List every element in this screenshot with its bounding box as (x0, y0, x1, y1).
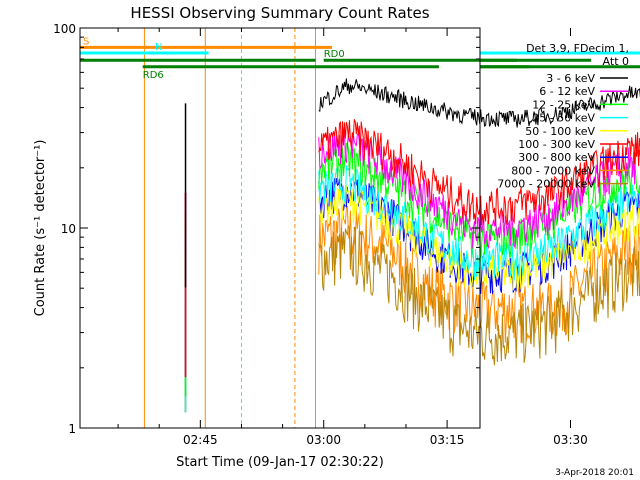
timestamp: 3-Apr-2018 20:01 (555, 468, 634, 478)
x-tick: 03:00 (306, 28, 341, 447)
x-tick: 03:30 (553, 28, 588, 447)
series-trace (318, 126, 640, 250)
legend-header-line2: Att 0 (603, 55, 629, 68)
legend-label: 300 - 800 keV (518, 151, 595, 164)
series-trace (318, 119, 640, 227)
plot-area: S N RD0 RD6 (79, 28, 640, 428)
flag-bar: N (80, 42, 209, 55)
legend-item: 50 - 100 keV (525, 125, 628, 138)
y-tick-label: 10 (61, 222, 76, 236)
legend-item: 12 - 25 keV (532, 98, 628, 111)
legend-label: 100 - 300 keV (518, 138, 595, 151)
legend-label: 6 - 12 keV (539, 85, 595, 98)
flag-label: RD0 (324, 49, 345, 60)
legend-label: 12 - 25 keV (532, 98, 595, 111)
chart-title: HESSI Observing Summary Count Rates (130, 4, 429, 22)
x-axis-label: Start Time (09-Jan-17 02:30:22) (176, 455, 384, 470)
legend-item: 300 - 800 keV (518, 151, 628, 164)
legend-label: 50 - 100 keV (525, 125, 595, 138)
y-tick: 10 (61, 222, 480, 236)
flag-label: S (83, 36, 89, 47)
y-tick-label: 1 (68, 422, 76, 436)
flag-label: RD6 (143, 70, 164, 81)
legend-item: 25 - 50 keV (532, 112, 628, 125)
series-trace (318, 142, 640, 259)
legend-item: 100 - 300 keV (518, 138, 628, 151)
y-tick: 1 (68, 422, 480, 436)
legend-item: 3 - 6 keV (546, 72, 628, 85)
x-tick-label: 03:00 (306, 433, 341, 447)
legend-label: 3 - 6 keV (546, 72, 595, 85)
y-tick: 100 (53, 22, 480, 36)
series-trace (318, 78, 640, 128)
legend-label: 800 - 7000 keV (511, 164, 595, 177)
legend-item: 6 - 12 keV (539, 85, 628, 98)
x-tick: 03:15 (430, 28, 465, 447)
y-tick-label: 100 (53, 22, 76, 36)
series-trace (318, 225, 640, 366)
legend-item: 800 - 7000 keV (511, 164, 628, 177)
flag-bar: RD6 (142, 65, 439, 81)
x-tick: 02:45 (183, 28, 218, 447)
legend-label: 25 - 50 keV (532, 112, 595, 125)
flag-bar: S (80, 36, 332, 49)
legend-header-line1: Det 3,9, FDecim 1, (526, 42, 629, 55)
legend-label: 7000 - 20000 keV (497, 178, 595, 191)
flag-label: N (155, 42, 162, 53)
series-trace (318, 165, 640, 281)
x-tick-label: 02:45 (183, 433, 218, 447)
x-tick-label: 03:30 (553, 433, 588, 447)
x-tick-label: 03:15 (430, 433, 465, 447)
flag-bar: RD0 (323, 49, 480, 62)
y-axis-label: Count Rate (s⁻¹ detector⁻¹) (33, 140, 48, 317)
legend-item: 7000 - 20000 keV (497, 178, 628, 191)
